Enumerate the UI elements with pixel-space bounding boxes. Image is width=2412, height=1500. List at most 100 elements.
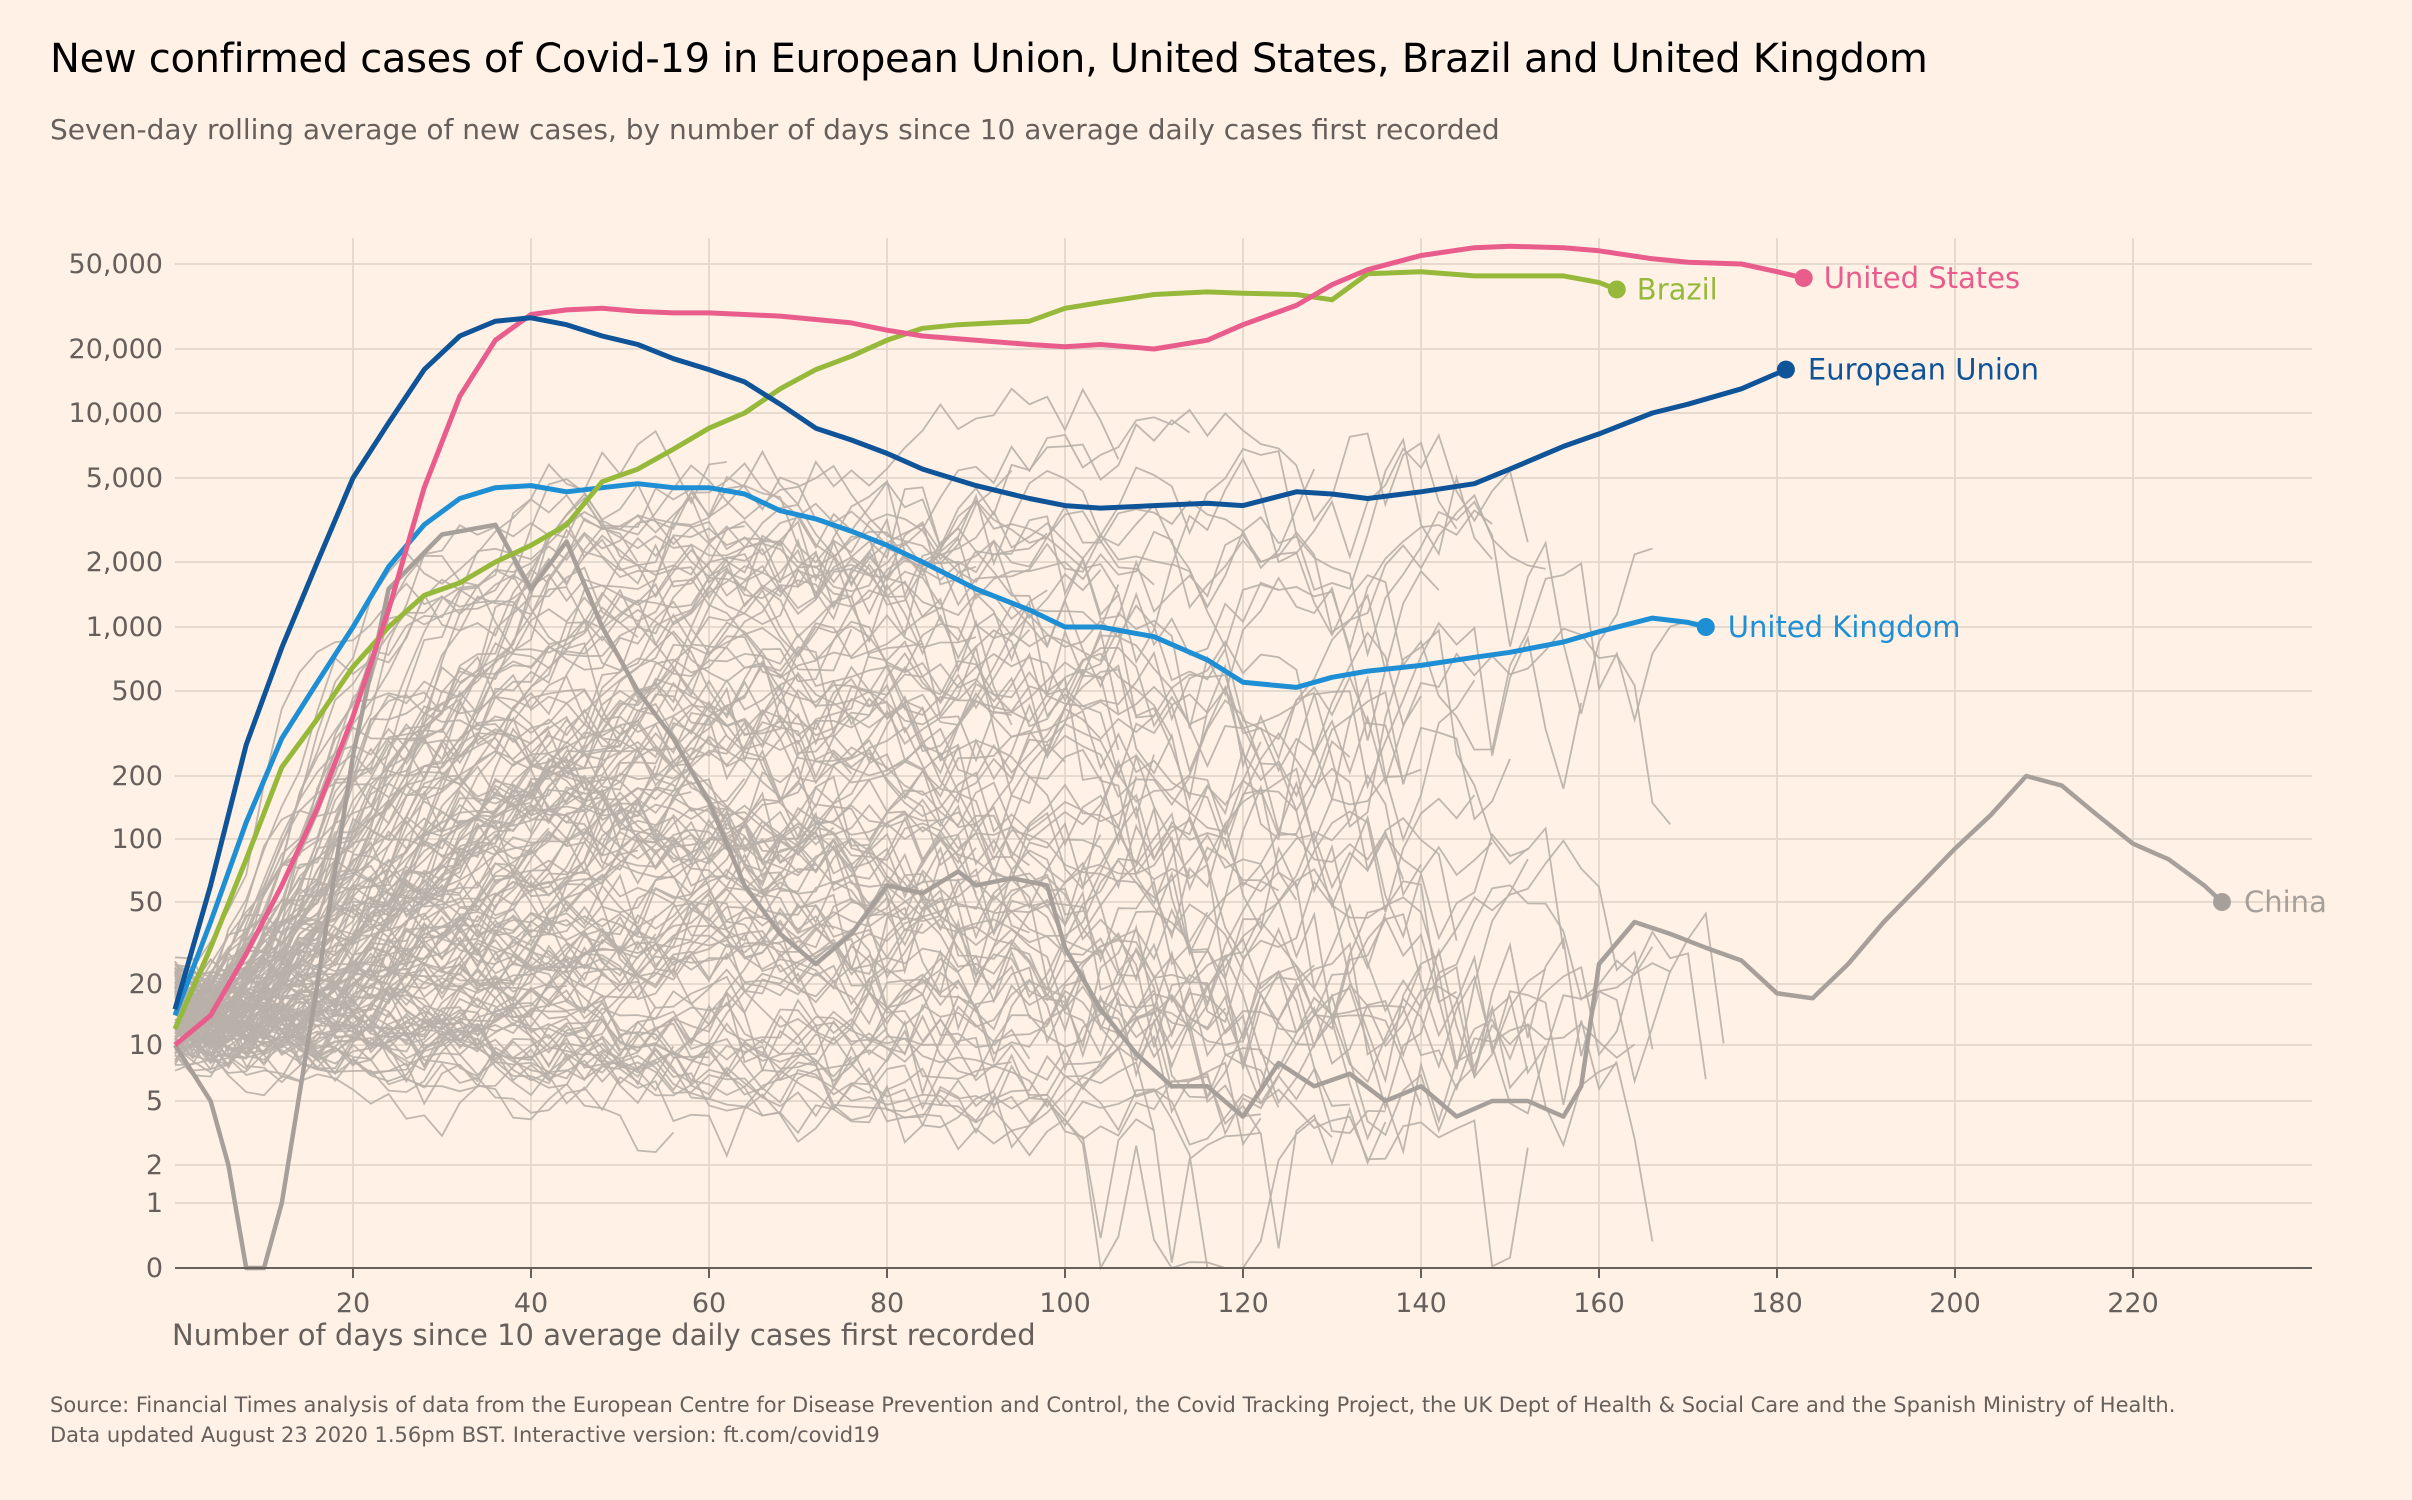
background-country-line: [174, 726, 1191, 1016]
background-country-line: [174, 586, 1422, 1026]
background-country-line: [174, 510, 1155, 1025]
background-country-line: [174, 778, 1725, 1080]
background-country-line: [174, 845, 1066, 1055]
series-label-united-kingdom: United Kingdom: [1728, 610, 1961, 644]
background-country-line: [174, 741, 1262, 1027]
background-country-line: [174, 614, 977, 1027]
background-country-line: [174, 673, 817, 1041]
background-country-line: [174, 493, 1546, 1061]
series-line-european-union: [172, 315, 1787, 1010]
background-country-line: [174, 964, 1315, 1099]
y-tick-label: 10,000: [69, 398, 163, 429]
background-country-line: [174, 429, 727, 993]
x-tick-label: 180: [1751, 1288, 1803, 1319]
highlight-lines: China United Kingdom Brazil United States Eu…: [172, 243, 2327, 1271]
background-country-line: [174, 1012, 1261, 1263]
source-line-1: Source: Financial Times analysis of data…: [50, 1393, 2176, 1417]
background-country-line: [174, 878, 1173, 1090]
chart-title: New confirmed cases of Covid-19 in Europ…: [50, 36, 1928, 82]
series-label-china: China: [2244, 885, 2327, 919]
background-country-line: [174, 841, 1529, 1070]
axis-layer: 0 1 2 5 10 20 50 100 200 500 1,000 2,000 5,000 10,000…: [69, 249, 2312, 1319]
source-line-2: Data updated August 23 2020 1.56pm BST. …: [50, 1423, 880, 1447]
x-tick-label: 40: [514, 1288, 548, 1319]
series-end-marker: [1696, 618, 1715, 636]
x-tick-label: 220: [2107, 1288, 2159, 1319]
y-tick-label: 200: [111, 761, 163, 792]
series-label-european-union: European Union: [1808, 353, 2039, 387]
chart-subtitle: Seven-day rolling average of new cases, …: [50, 113, 1500, 146]
series-line-united-states: [173, 243, 1805, 1047]
background-country-line: [174, 573, 1120, 1007]
background-country-line: [174, 993, 1333, 1269]
x-tick-label: 20: [336, 1288, 370, 1319]
background-country-line: [174, 500, 1653, 994]
x-tick-label: 60: [692, 1288, 726, 1319]
y-tick-label: 10: [129, 1030, 163, 1061]
background-country-line: [174, 834, 1458, 1040]
y-tick-label: 20,000: [69, 334, 163, 365]
x-tick-label: 140: [1395, 1288, 1447, 1319]
y-tick-label: 1,000: [86, 612, 163, 643]
background-country-line: [174, 847, 799, 1058]
background-country-line: [174, 464, 1102, 1066]
background-country-line: [174, 688, 1565, 1013]
background-country-line: [174, 642, 1476, 1031]
y-tick-label: 2: [146, 1150, 163, 1181]
background-country-line: [174, 745, 960, 1031]
background-country-lines: [174, 387, 1725, 1271]
x-tick-label: 100: [1039, 1288, 1091, 1319]
series-end-marker: [1607, 280, 1626, 299]
background-country-line: [174, 930, 1707, 1112]
background-country-line: [174, 765, 657, 1035]
background-country-line: [174, 470, 1013, 984]
background-country-line: [174, 909, 1209, 1050]
background-country-line: [174, 581, 1279, 1032]
series-end-marker: [1776, 360, 1795, 379]
background-country-line: [174, 924, 959, 1026]
background-country-line: [174, 515, 1120, 995]
y-tick-label: 5: [146, 1086, 163, 1117]
x-tick-label: 200: [1929, 1288, 1981, 1319]
background-country-line: [174, 990, 1279, 1271]
background-country-line: [174, 593, 1387, 1006]
background-country-line: [174, 527, 781, 1020]
background-country-line: [174, 816, 924, 1005]
series-label-brazil: Brazil: [1637, 272, 1718, 306]
series-line-brazil: [172, 269, 1618, 1031]
y-tick-label: 20: [129, 969, 163, 1000]
y-tick-label: 500: [111, 676, 163, 707]
background-country-line: [174, 992, 1226, 1091]
background-country-line: [174, 773, 1422, 1039]
background-country-line: [174, 554, 639, 1008]
background-country-line: [174, 556, 1405, 1054]
background-country-line: [174, 1004, 1262, 1147]
background-country-line: [174, 387, 1120, 1020]
x-tick-label: 80: [870, 1288, 904, 1319]
background-country-line: [174, 737, 1654, 1042]
background-country-line: [174, 586, 1458, 1010]
series-end-marker: [2213, 893, 2231, 911]
background-country-line: [174, 631, 1422, 1056]
background-country-line: [174, 621, 1583, 1063]
background-country-line: [174, 774, 1261, 1020]
y-tick-label: 50,000: [69, 249, 163, 280]
x-tick-label: 160: [1573, 1288, 1625, 1319]
series-end-marker: [1794, 268, 1813, 287]
y-tick-label: 50: [129, 887, 163, 918]
y-tick-label: 100: [111, 824, 163, 855]
x-tick-label: 120: [1217, 1288, 1269, 1319]
background-country-line: [174, 915, 1654, 1242]
background-country-line: [174, 948, 1547, 1099]
x-axis-label: Number of days since 10 average daily ca…: [172, 1318, 1036, 1352]
series-label-united-states: United States: [1824, 261, 2020, 295]
background-country-line: [174, 652, 1173, 1042]
y-tick-label: 0: [146, 1253, 163, 1284]
background-country-line: [174, 568, 550, 1005]
background-country-line: [174, 437, 1493, 1041]
y-tick-label: 2,000: [86, 547, 163, 578]
background-country-line: [174, 968, 1529, 1155]
background-country-line: [174, 433, 1529, 1001]
y-tick-label: 1: [146, 1188, 163, 1219]
